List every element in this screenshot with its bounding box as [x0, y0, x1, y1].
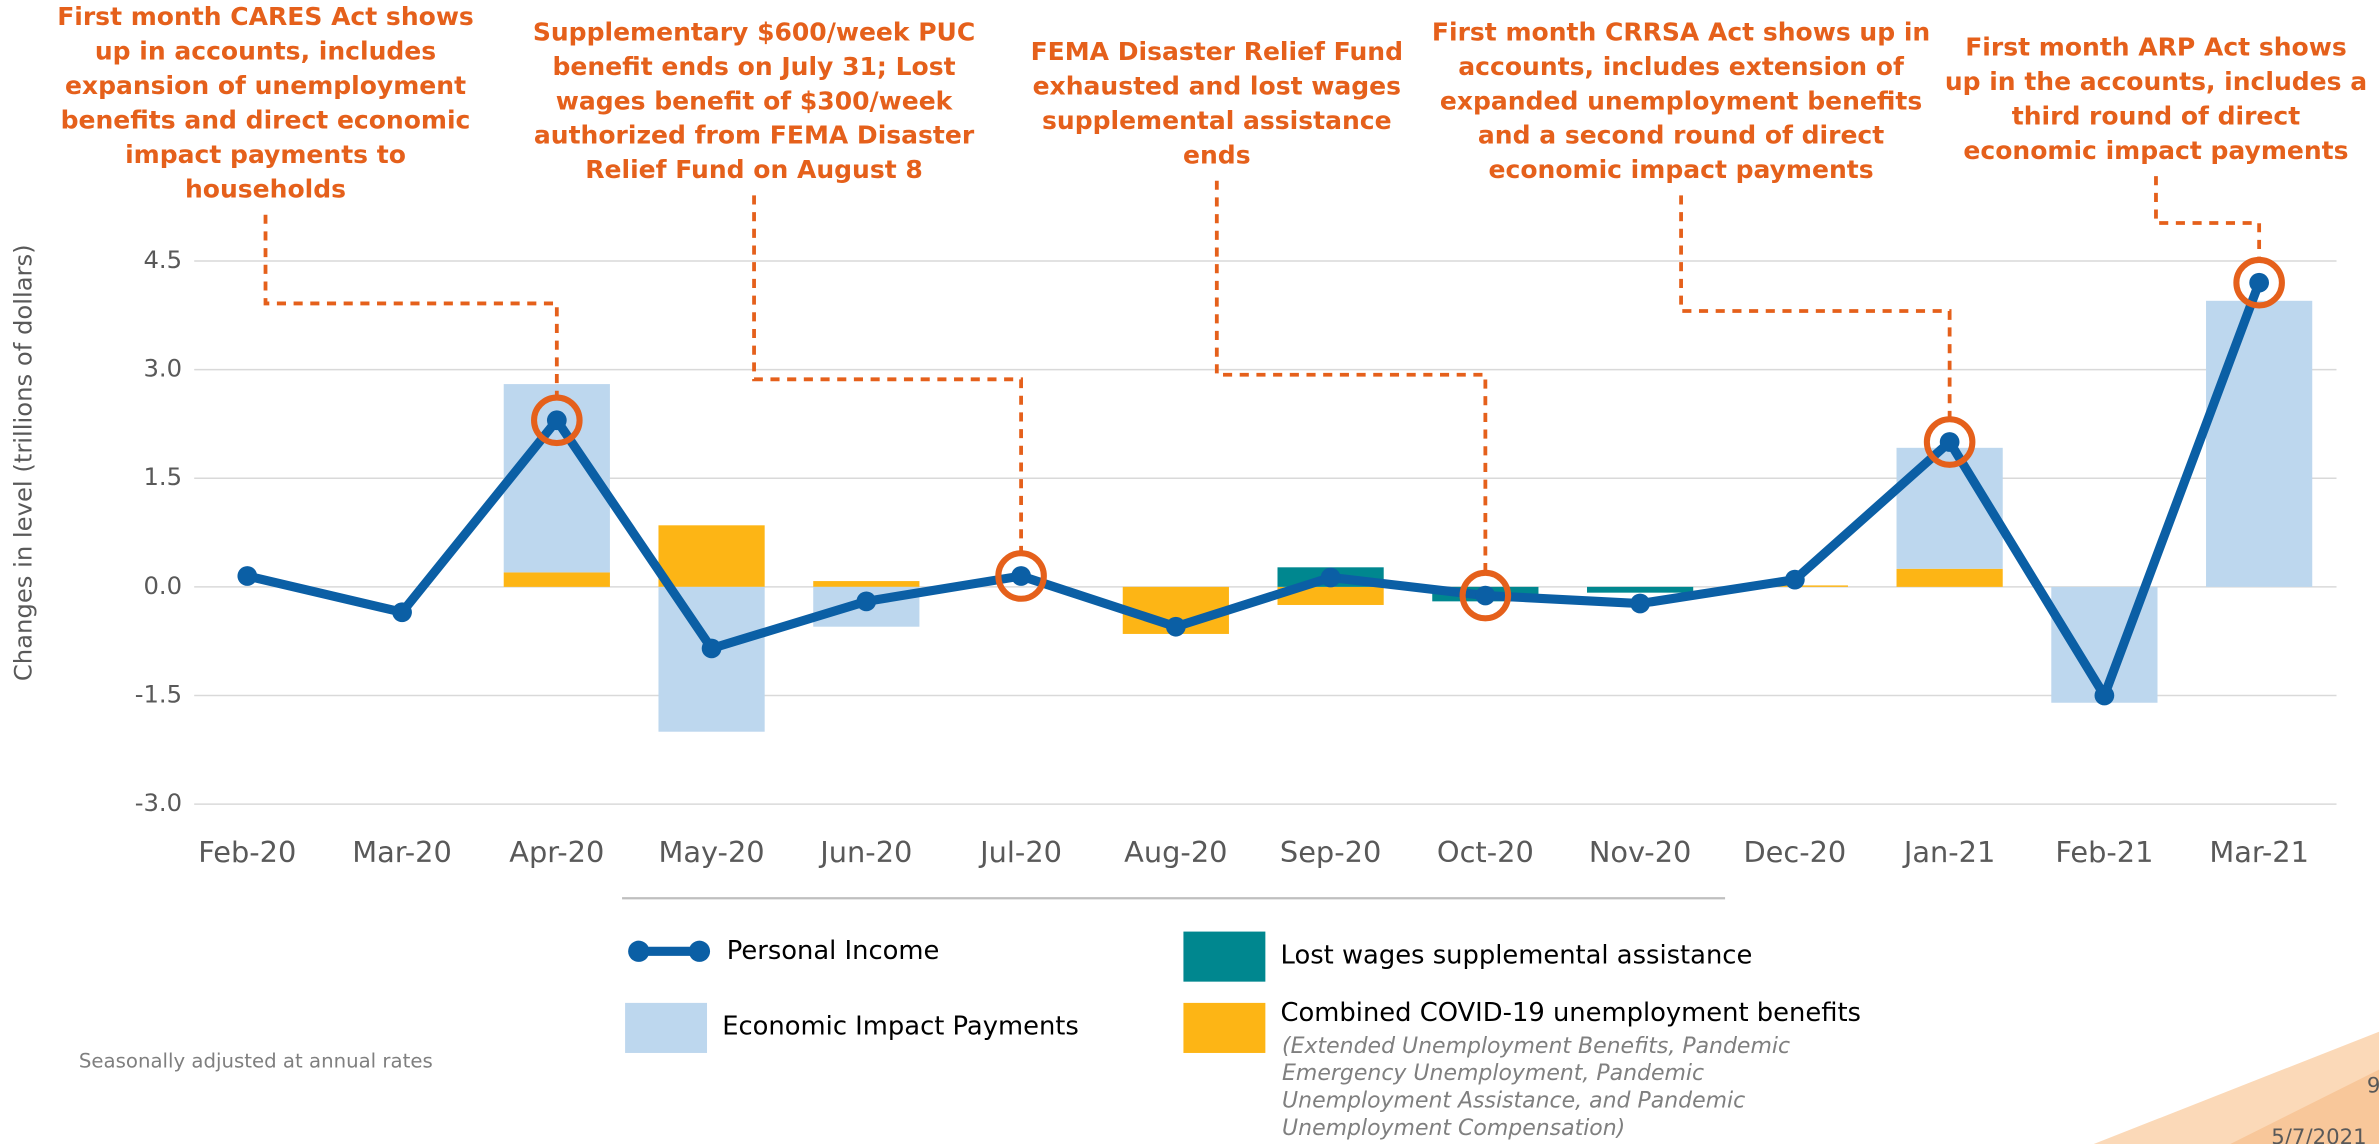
y-axis-label: Changes in level (trillions of dollars)	[8, 244, 37, 681]
point	[2094, 685, 2115, 706]
y-tick-label: -1.5	[135, 680, 182, 709]
x-tick-label: Dec-20	[1743, 835, 1846, 869]
corner-decoration	[2230, 1069, 2379, 1144]
point	[392, 602, 412, 623]
point	[1630, 593, 1650, 614]
x-tick-label: Sep-20	[1280, 835, 1381, 869]
annotation-text: wages benefit of $300/week	[556, 86, 954, 115]
annotation-text: First month ARP Act shows	[1965, 33, 2347, 62]
x-tick-label: Feb-20	[198, 835, 296, 869]
bar	[813, 581, 920, 587]
legend-swatch	[1183, 931, 1266, 982]
y-tick-label: -3.0	[135, 788, 182, 817]
annotation-text: expanded unemployment benefits	[1440, 86, 1922, 115]
annotation-text: ends	[1183, 140, 1251, 169]
annotation-text: impact payments to	[125, 140, 406, 169]
annotation-text: supplemental assistance	[1042, 106, 1392, 135]
legend-note: Unemployment Compensation)	[1282, 1116, 1625, 1141]
annotation-connector	[2154, 176, 2262, 260]
x-tick-label: Nov-20	[1589, 835, 1692, 869]
annotation-text: households	[185, 174, 346, 203]
x-tick-label: Jul-20	[978, 835, 1062, 869]
legend-swatch	[625, 1002, 708, 1053]
point	[856, 591, 877, 612]
y-tick-label: 0.0	[143, 571, 182, 600]
bar	[1277, 586, 1384, 605]
y-tick-label: 3.0	[143, 354, 182, 383]
bar	[2206, 300, 2313, 587]
bar	[1587, 586, 1694, 593]
legend-label: Economic Impact Payments	[722, 1012, 1079, 1042]
x-tick-label: Mar-21	[2209, 835, 2309, 869]
annotation-text: benefits and direct economic	[61, 106, 471, 135]
x-tick-label: Apr-20	[509, 835, 604, 869]
legend-swatch	[688, 940, 711, 962]
annotation-circle	[1459, 569, 1512, 622]
point	[1320, 567, 1341, 588]
legend-swatch	[628, 940, 650, 962]
annotation-text: third round of direct	[2012, 101, 2300, 130]
legend-swatch	[1183, 1002, 1266, 1053]
annotation-text: Relief Fund on August 8	[585, 155, 923, 184]
date: 5/7/2021	[2271, 1125, 2366, 1144]
point	[701, 638, 722, 659]
page-number: 9	[2367, 1073, 2379, 1098]
legend-label: Lost wages supplemental assistance	[1281, 940, 1753, 970]
annotation-text: and a second round of direct	[1478, 121, 1884, 150]
y-tick-label: 4.5	[143, 245, 182, 274]
x-tick-label: May-20	[659, 835, 765, 869]
footnote: Seasonally adjusted at annual rates	[79, 1050, 433, 1073]
x-tick-label: Jun-20	[818, 835, 912, 869]
legend-label: Combined COVID-19 unemployment benefits	[1281, 998, 1861, 1028]
annotation-text: First month CRRSA Act shows up in	[1432, 17, 1930, 46]
bar	[1896, 568, 2003, 587]
annotation-text: accounts, includes extension of	[1458, 52, 1905, 81]
point	[1785, 569, 1805, 590]
legend-note: Unemployment Assistance, and Pandemic	[1282, 1089, 1745, 1114]
point	[2249, 272, 2270, 293]
annotation-connector	[1679, 195, 1952, 420]
annotation-text: FEMA Disaster Relief Fund	[1031, 37, 1403, 66]
line	[246, 281, 2264, 701]
annotation-circle	[995, 550, 1047, 602]
point	[1939, 432, 1960, 452]
annotation-connector	[752, 195, 1023, 554]
x-tick-label: Feb-21	[2055, 835, 2153, 869]
bar	[503, 572, 610, 587]
point	[237, 566, 258, 586]
annotation-text: economic impact payments	[1489, 155, 1874, 184]
annotation-connector	[1214, 180, 1488, 573]
bar	[658, 525, 765, 587]
annotation-text: up in the accounts, includes a	[1945, 67, 2367, 96]
annotation-text: exhausted and lost wages	[1033, 72, 1401, 101]
annotation-circle	[1923, 416, 1976, 468]
x-tick-label: Mar-20	[352, 835, 452, 869]
point	[1165, 616, 1186, 637]
y-tick-label: 1.5	[143, 462, 182, 491]
annotation-text: First month CARES Act shows	[57, 2, 474, 31]
annotation-text: expansion of unemployment	[65, 71, 466, 100]
x-tick-label: Jan-21	[1902, 835, 1995, 869]
annotation-text: benefit ends on July 31; Lost	[553, 52, 956, 81]
annotation-text: up in accounts, includes	[95, 37, 436, 66]
x-tick-label: Oct-20	[1437, 835, 1534, 869]
legend-note: (Extended Unemployment Benefits, Pandemi…	[1282, 1034, 1790, 1059]
annotation-text: economic impact payments	[1963, 136, 2348, 165]
point	[1011, 566, 1031, 586]
point	[546, 410, 567, 431]
annotation-circle	[2233, 256, 2285, 309]
legend-label: Personal Income	[727, 936, 940, 966]
annotation-text: Supplementary $600/week PUC	[533, 17, 975, 46]
legend-note: Emergency Unemployment, Pandemic	[1282, 1061, 1704, 1086]
annotation-connector	[263, 214, 559, 398]
bar	[658, 586, 765, 732]
annotation-circle	[531, 394, 583, 447]
point	[1475, 585, 1496, 606]
annotation-text: authorized from FEMA Disaster	[534, 121, 975, 150]
x-tick-label: Aug-20	[1124, 835, 1227, 869]
